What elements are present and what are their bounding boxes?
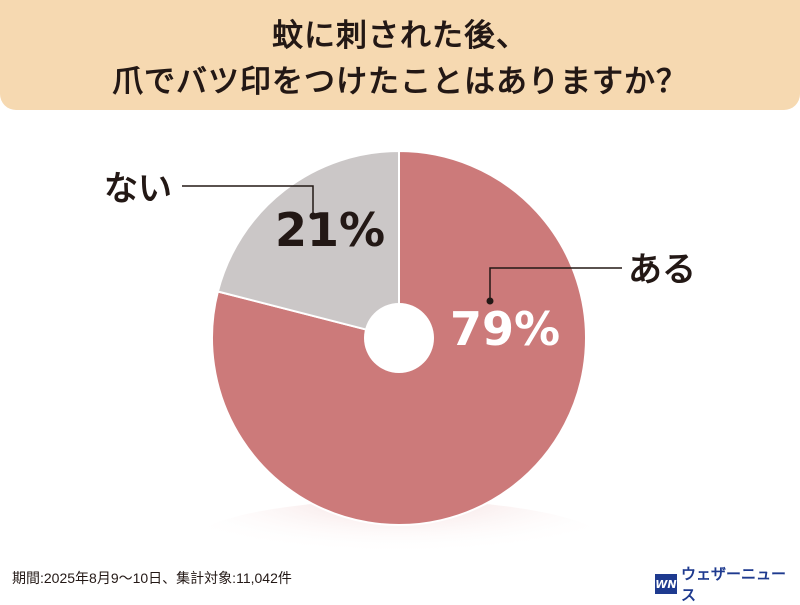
slice-value-label-0: 79% xyxy=(450,302,560,356)
survey-footnote: 期間:2025年8月9〜10日、集計対象:11,042件 xyxy=(12,570,292,586)
leader-dot-0 xyxy=(486,297,494,305)
leader-line-1 xyxy=(182,185,314,215)
slice-category-label-1: ない xyxy=(104,169,172,209)
brand[interactable]: WN ウェザーニュース xyxy=(655,563,800,605)
leader-dot-1 xyxy=(309,212,317,220)
slice-value-label-1: 21% xyxy=(275,203,385,257)
chart-title-line-2: 爪でバツ印をつけたことはありますか？ xyxy=(112,64,688,100)
chart-title-line-1: 蚊に刺された後、 xyxy=(272,18,528,54)
brand-name: ウェザーニュース xyxy=(680,565,786,604)
slice-category-label-0: ある xyxy=(628,250,696,290)
pie-slice-1 xyxy=(216,149,400,340)
weathernews-logo-icon: WN xyxy=(655,574,677,594)
leader-line-0 xyxy=(489,267,622,300)
pie-shadow xyxy=(189,500,609,590)
donut-hole xyxy=(364,303,434,373)
title-banner: 蚊に刺された後、 爪でバツ印をつけたことはありますか？ xyxy=(0,0,800,110)
